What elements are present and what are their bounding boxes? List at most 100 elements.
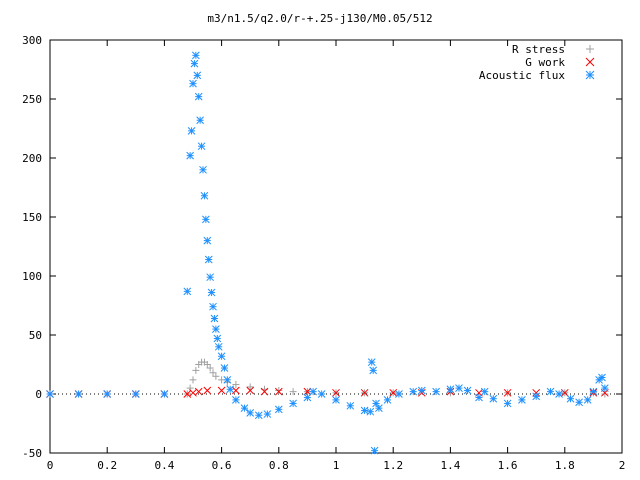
data-point	[217, 386, 226, 395]
data-point	[193, 71, 202, 80]
y-axis: -50 0 50 100 150 200 250 300	[22, 34, 622, 460]
x-tick-label: 0.2	[97, 459, 117, 472]
data-point	[309, 387, 317, 396]
data-point	[409, 387, 418, 396]
data-point	[263, 410, 272, 418]
data-point	[46, 390, 54, 398]
data-point	[463, 386, 472, 395]
data-point	[274, 405, 283, 414]
legend-label: R stress	[512, 43, 565, 56]
x-tick-label: 0.6	[212, 459, 232, 472]
data-point	[455, 384, 463, 392]
data-point	[74, 390, 83, 398]
y-tick-label: 250	[22, 93, 42, 106]
data-point	[203, 236, 212, 245]
data-point	[189, 376, 197, 384]
data-point	[213, 334, 222, 343]
data-point	[432, 387, 440, 396]
legend-marker	[586, 45, 594, 53]
data-point	[207, 288, 216, 297]
data-point	[206, 364, 214, 372]
y-tick-label: 0	[35, 388, 42, 401]
data-point	[200, 191, 209, 200]
data-point	[226, 385, 235, 394]
data-point	[212, 372, 220, 380]
data-point	[192, 51, 200, 60]
x-tick-label: 1.2	[383, 459, 403, 472]
data-point	[332, 388, 340, 397]
data-point	[598, 373, 606, 382]
data-point	[589, 387, 598, 396]
data-point	[395, 390, 403, 398]
data-point	[555, 390, 563, 398]
data-point	[202, 215, 210, 224]
data-point	[103, 390, 112, 398]
data-point	[532, 388, 541, 397]
data-point	[532, 392, 541, 401]
legend-marker	[585, 70, 595, 80]
x-axis: 0 0.2 0.4 0.6 0.8 1 1.2 1.4 1.6 1.8 2	[47, 40, 626, 472]
data-point	[346, 401, 355, 410]
data-point	[199, 165, 207, 174]
data-point	[254, 411, 263, 420]
data-point	[375, 404, 383, 413]
data-point	[601, 390, 609, 398]
data-point	[370, 446, 379, 455]
data-point	[189, 79, 197, 88]
data-point	[186, 151, 194, 160]
data-point	[369, 366, 378, 375]
x-tick-label: 1.8	[555, 459, 575, 472]
data-point	[546, 387, 555, 396]
data-point	[289, 388, 297, 396]
data-point	[360, 388, 369, 397]
data-point	[194, 387, 203, 396]
x-tick-label: 2	[619, 459, 626, 472]
y-tick-label: -50	[22, 447, 42, 460]
data-point	[383, 396, 392, 404]
data-point	[583, 396, 592, 404]
data-point	[246, 383, 254, 391]
x-tick-label: 1.4	[440, 459, 460, 472]
data-point	[220, 364, 229, 372]
data-point	[197, 142, 206, 151]
x-tick-label: 1.6	[498, 459, 518, 472]
data-point	[366, 407, 375, 416]
x-tick-label: 1	[333, 459, 340, 472]
y-tick-label: 150	[22, 211, 42, 224]
data-point	[480, 387, 489, 396]
data-point	[212, 325, 220, 333]
data-point	[275, 386, 283, 394]
data-point	[203, 386, 212, 395]
data-point	[566, 394, 575, 403]
data-point	[206, 273, 215, 282]
data-point	[317, 390, 326, 398]
data-point	[303, 387, 312, 396]
data-point	[289, 399, 297, 408]
data-point	[417, 386, 426, 395]
data-point	[246, 409, 255, 417]
data-point	[223, 375, 232, 384]
data-point	[160, 390, 169, 398]
y-tick-label: 200	[22, 152, 42, 165]
legend-label: Acoustic flux	[479, 69, 565, 82]
data-point	[192, 366, 200, 374]
data-point	[518, 396, 526, 404]
data-point	[367, 358, 376, 366]
series-group	[46, 51, 609, 455]
data-point	[214, 342, 223, 351]
data-point	[232, 381, 240, 389]
data-point	[232, 396, 240, 404]
data-point	[183, 287, 192, 296]
data-point	[446, 385, 455, 394]
data-point	[246, 386, 255, 395]
data-point	[260, 387, 269, 396]
legend-marker	[585, 57, 595, 67]
chart-title: m3/n1.5/q2.0/r-+.25-j130/M0.05/512	[207, 12, 432, 25]
x-tick-label: 0	[47, 459, 54, 472]
data-point	[209, 302, 217, 311]
data-point	[332, 396, 340, 404]
data-point	[503, 399, 512, 408]
data-point	[131, 390, 140, 398]
